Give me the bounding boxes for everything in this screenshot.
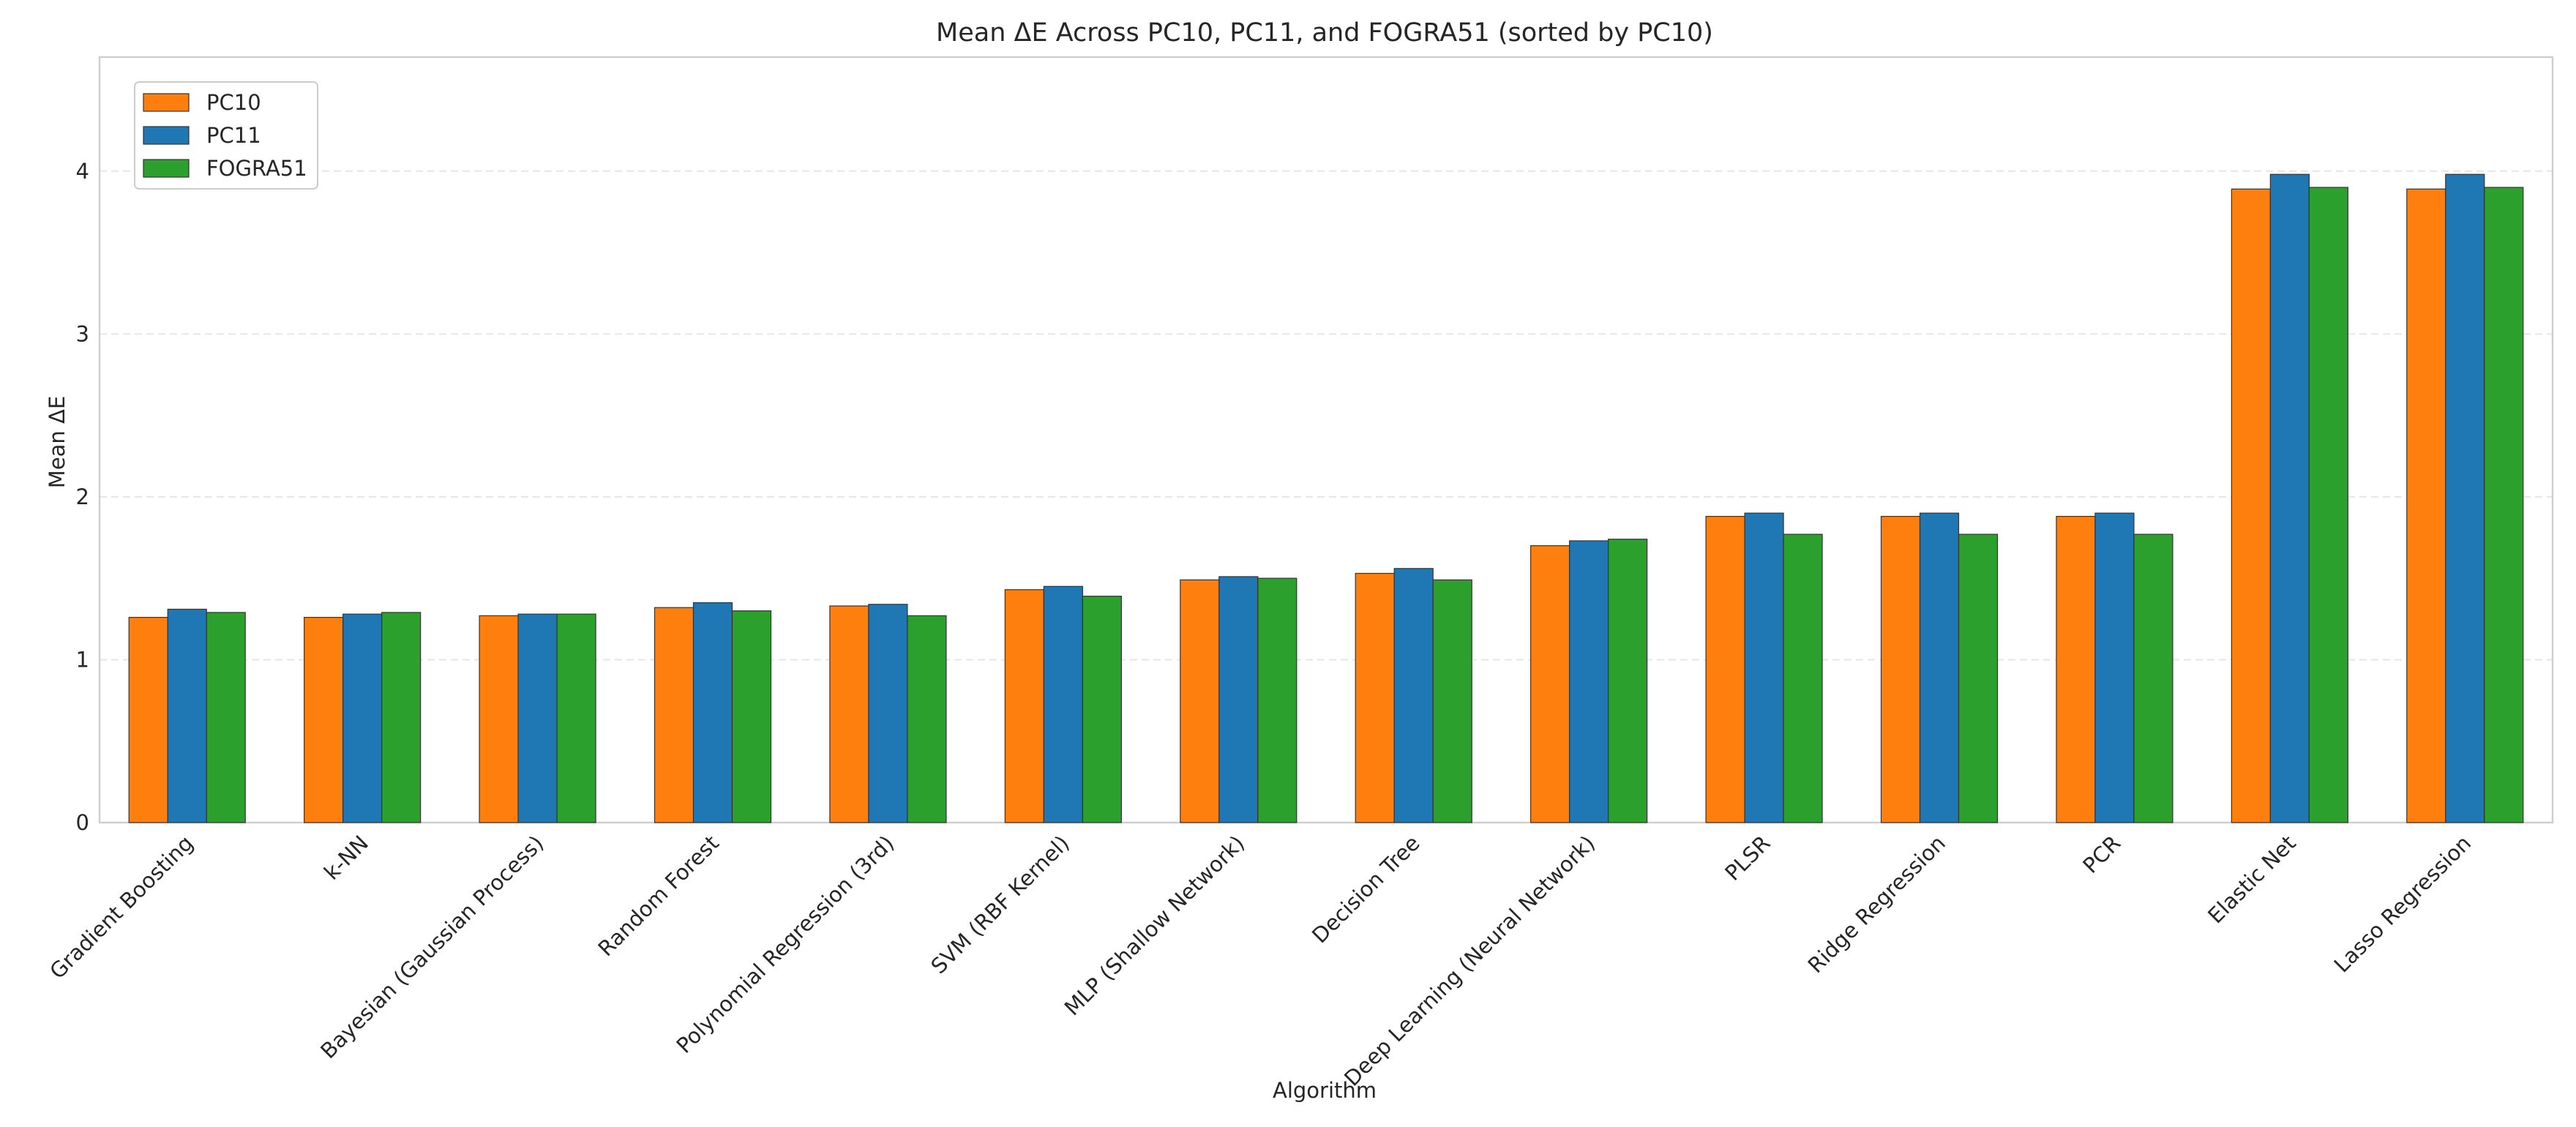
y-tick-label: 2 [76,484,89,509]
bar-fogra51-4 [907,615,947,823]
x-tick-label: MLP (Shallow Network) [1060,831,1249,1020]
y-axis-label: Mean ΔE [45,396,70,488]
x-tick-label: k-NN [319,831,373,885]
x-tick-label: PCR [2078,831,2125,878]
x-tick-label: Decision Tree [1307,831,1425,948]
bar-fogra51-1 [381,612,422,823]
bar-fogra51-11 [2133,533,2174,823]
bar-pc11-10 [1919,512,1960,823]
bar-fogra51-3 [731,610,772,823]
legend-label-pc11: PC11 [206,123,261,148]
bar-pc10-5 [1004,589,1044,823]
x-tick-label: Ridge Regression [1803,831,1950,978]
bar-fogra51-8 [1608,539,1648,823]
bar-pc11-12 [2269,173,2310,823]
y-tick-label: 1 [76,647,89,672]
bar-fogra51-2 [556,613,596,823]
bar-pc10-12 [2231,188,2271,823]
bar-pc11-1 [342,613,383,823]
bar-pc10-7 [1355,572,1395,823]
x-tick-label: Gradient Boosting [45,831,198,984]
bar-pc11-3 [692,602,733,823]
bars [128,173,2524,823]
bar-pc11-8 [1569,540,1609,823]
bar-pc11-6 [1218,576,1259,823]
y-tick-label: 4 [76,159,89,184]
chart-title: Mean ΔE Across PC10, PC11, and FOGRA51 (… [936,18,1713,48]
x-axis-label: Algorithm [1273,1078,1377,1103]
legend-swatch-fogra51 [143,159,190,178]
legend-label-fogra51: FOGRA51 [206,156,307,181]
x-tick-label: Random Forest [594,831,724,961]
bar-pc10-13 [2406,188,2446,823]
bar-pc10-0 [128,616,168,823]
grid-lines [100,170,2553,661]
bar-pc10-9 [1705,515,1745,823]
bar-fogra51-10 [1958,533,1999,823]
bar-pc10-1 [304,616,344,823]
bar-pc10-6 [1180,579,1220,823]
bar-pc11-0 [167,608,207,823]
bar-fogra51-6 [1257,577,1298,823]
bar-pc10-4 [829,605,869,823]
bar-pc10-11 [2056,515,2096,823]
bar-fogra51-9 [1783,533,1823,823]
bar-fogra51-5 [1082,596,1122,823]
bar-fogra51-0 [206,612,246,823]
legend-swatch-pc11 [143,126,190,145]
bar-pc11-13 [2445,173,2485,823]
x-tick-label: Lasso Regression [2329,831,2476,978]
bar-pc11-11 [2094,512,2135,823]
bar-fogra51-7 [1432,579,1472,823]
legend-swatch-pc10 [143,93,190,112]
x-tick-label: Elastic Net [2203,831,2300,928]
bar-pc11-4 [868,604,908,823]
y-axis-ticks: 0 1 2 3 4 [76,159,89,835]
x-tick-label: PLSR [1720,831,1775,886]
bar-pc10-2 [479,615,519,823]
y-tick-label: 3 [76,321,89,346]
bar-pc10-10 [1880,515,1921,823]
bar-pc11-7 [1393,568,1434,823]
bar-fogra51-13 [2484,187,2524,823]
plot-area [98,56,2554,824]
bar-pc11-9 [1744,512,1784,823]
y-tick-label: 0 [76,810,89,835]
bar-fogra51-12 [2308,187,2348,823]
bar-pc10-8 [1530,545,1570,823]
bar-pc11-5 [1043,585,1083,823]
legend-label-pc10: PC10 [206,90,261,115]
x-tick-label: SVM (RBF Kernel) [926,831,1074,978]
bar-pc10-3 [654,607,694,823]
bar-pc11-2 [517,613,558,823]
legend: PC10 PC11 FOGRA51 [134,81,318,190]
